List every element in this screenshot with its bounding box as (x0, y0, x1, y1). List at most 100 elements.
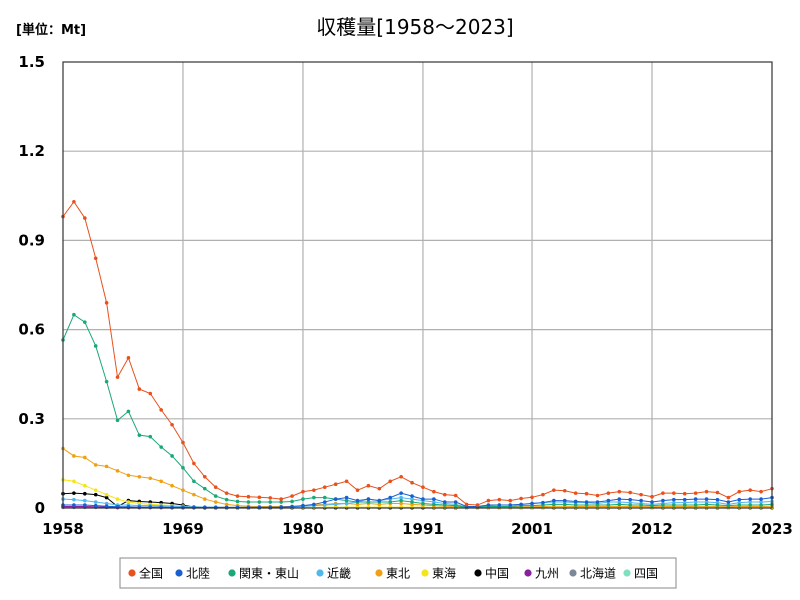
data-point (519, 496, 523, 501)
series-全国 (61, 199, 774, 507)
plot-frame (62, 61, 773, 509)
legend-marker (375, 569, 383, 577)
data-point (639, 498, 643, 503)
data-point (399, 498, 403, 503)
data-point (344, 501, 349, 506)
data-point (432, 497, 436, 501)
data-point (639, 492, 643, 497)
data-point (486, 503, 491, 507)
y-tick-label: 0.9 (18, 231, 45, 249)
data-point (290, 494, 294, 498)
data-point (115, 497, 120, 501)
data-point (661, 491, 665, 495)
data-point (432, 489, 436, 494)
data-point (508, 498, 513, 503)
data-point (344, 495, 349, 500)
data-point (268, 500, 273, 504)
data-point (93, 503, 98, 508)
data-point (508, 503, 513, 507)
data-point (312, 502, 316, 507)
x-tick-label: 2012 (631, 520, 673, 538)
data-point (661, 498, 665, 503)
data-point (410, 497, 414, 501)
data-point (322, 503, 327, 507)
x-tick-label: 1958 (42, 520, 84, 538)
series-line (62, 200, 773, 506)
data-point (748, 500, 752, 504)
data-point (235, 499, 240, 504)
data-point (83, 491, 87, 496)
data-point (399, 501, 403, 506)
data-point (617, 497, 622, 501)
data-point (682, 491, 687, 496)
data-point (726, 503, 731, 508)
legend-label: 東海 (432, 566, 456, 581)
x-tick-label: 1991 (402, 520, 444, 538)
data-point (399, 491, 403, 495)
data-point (661, 503, 665, 507)
data-point (552, 488, 556, 492)
data-point (322, 485, 327, 489)
data-point (235, 494, 240, 498)
chart-title: 収穫量[1958～2023] (316, 15, 513, 39)
grid-lines (63, 62, 772, 508)
data-point (301, 497, 305, 501)
data-point (366, 483, 371, 488)
data-point (748, 497, 752, 501)
legend-label: 全国 (139, 566, 163, 581)
data-point (83, 498, 87, 503)
data-point (148, 391, 153, 396)
legend: 全国 北陸 関東・東山 近畿 東北 東海 中国 九州 北海道 四国 (128, 566, 658, 581)
data-point (573, 499, 578, 504)
data-point (759, 503, 763, 507)
data-point (704, 497, 709, 501)
legend-label: 北陸 (186, 567, 210, 581)
legend-marker (524, 569, 532, 577)
data-point (595, 500, 600, 504)
data-point (279, 500, 283, 504)
data-point (639, 503, 643, 507)
data-point (573, 491, 578, 495)
data-point (72, 503, 76, 507)
data-point (584, 500, 589, 504)
data-point (377, 498, 382, 503)
data-point (726, 495, 731, 500)
data-point (224, 497, 229, 502)
data-point (650, 494, 654, 499)
data-point (83, 483, 87, 488)
series-line (62, 313, 773, 508)
data-point (301, 489, 305, 494)
data-point (322, 500, 327, 504)
data-point (442, 503, 447, 507)
data-point (562, 502, 567, 507)
data-point (606, 503, 611, 507)
data-point (104, 504, 109, 509)
data-point (759, 489, 763, 494)
data-point (628, 497, 632, 502)
data-point (203, 497, 207, 501)
data-point (170, 454, 174, 458)
data-point (115, 375, 120, 379)
data-point (301, 503, 305, 508)
x-tick-label: 2001 (511, 520, 553, 538)
data-point (290, 499, 294, 504)
data-point (257, 495, 262, 500)
data-point (442, 500, 447, 504)
data-point (93, 463, 98, 467)
data-point (115, 469, 120, 473)
data-point (737, 489, 742, 494)
data-point (388, 479, 393, 484)
legend-marker (421, 569, 429, 577)
data-point (104, 495, 109, 500)
x-tick-label: 1980 (282, 520, 324, 538)
data-point (672, 503, 676, 507)
data-point (268, 496, 273, 500)
data-point (213, 500, 218, 504)
data-point (181, 466, 185, 470)
data-point (170, 422, 174, 427)
data-point (421, 485, 425, 489)
data-point (682, 497, 687, 502)
data-point (737, 497, 742, 502)
data-point (682, 503, 687, 507)
data-point (137, 474, 142, 479)
